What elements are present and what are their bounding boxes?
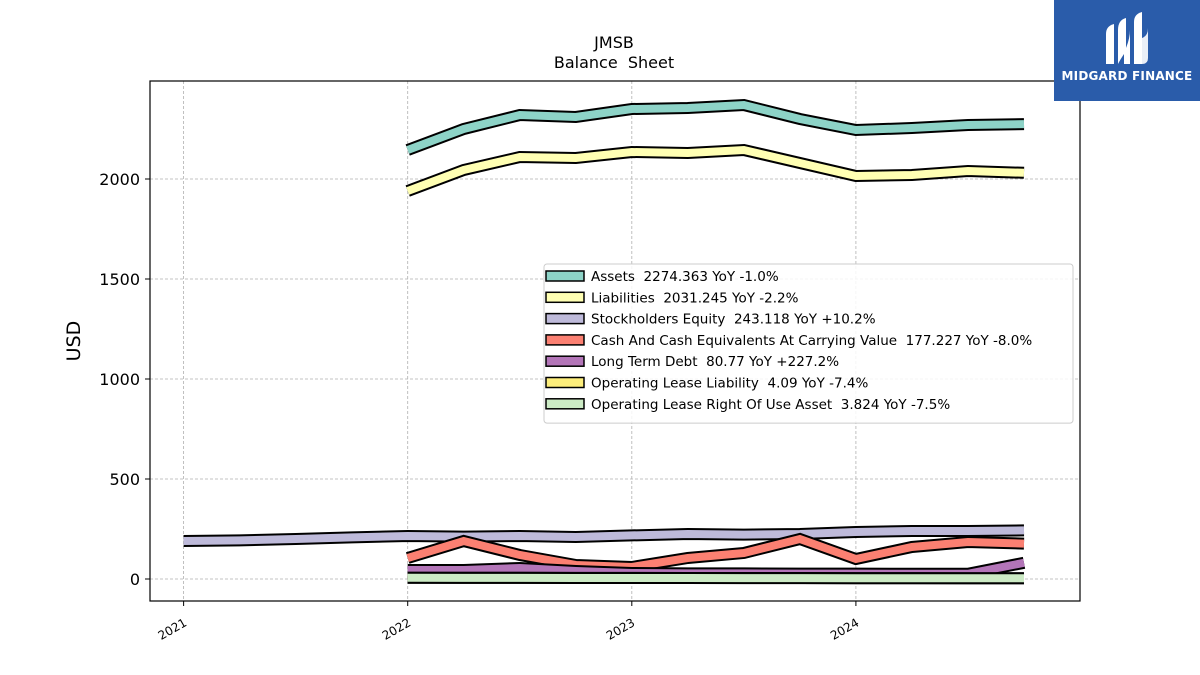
y-axis-label: USD: [63, 321, 85, 362]
legend-swatch: [545, 334, 585, 346]
plot-frame: [149, 80, 1081, 602]
legend-label: Assets 2274.363 YoY -1.0%: [591, 269, 779, 285]
series-line: [406, 145, 1025, 195]
y-tick-label: 1500: [99, 270, 140, 289]
legend-label: Operating Lease Liability 4.09 YoY -7.4%: [591, 376, 868, 392]
x-tick-label: 2021: [156, 615, 189, 642]
logo-name: MIDGARD FINANCE: [1061, 69, 1193, 83]
x-tick-label: 2022: [380, 615, 413, 642]
legend-label: Liabilities 2031.245 YoY -2.2%: [591, 290, 799, 306]
legend-swatch: [545, 312, 585, 325]
legend-item: Stockholders Equity 243.118 YoY +10.2%: [545, 312, 876, 328]
legend-swatch: [545, 398, 585, 410]
y-tick-label: 0: [130, 570, 140, 589]
legend-item: Long Term Debt 80.77 YoY +227.2%: [545, 354, 839, 370]
legend-label: Cash And Cash Equivalents At Carrying Va…: [591, 333, 1032, 349]
series-liabilities: [405, 143, 1025, 197]
series-line: [183, 526, 1025, 545]
legend-item: Liabilities 2031.245 YoY -2.2%: [545, 290, 799, 306]
legend-swatch: [545, 270, 585, 282]
y-tick-label: 1000: [99, 370, 140, 389]
legend-item: Assets 2274.363 YoY -1.0%: [545, 269, 779, 285]
legend-box: [543, 263, 1074, 424]
legend-item: Operating Lease Right Of Use Asset 3.824…: [545, 397, 950, 413]
legend-swatch: [545, 291, 585, 304]
legend-label: Operating Lease Right Of Use Asset 3.824…: [591, 397, 950, 413]
logo: MIDGARD FINANCE: [1054, 0, 1200, 101]
x-tick-label: 2023: [604, 615, 637, 642]
legend-label: Stockholders Equity 243.118 YoY +10.2%: [591, 312, 876, 328]
series-line: [406, 534, 1025, 572]
series-line: [406, 100, 1025, 154]
midgard-m-logo-icon: [1106, 12, 1148, 64]
series-cash-and-cash-equivalents-at-carrying-value: [405, 532, 1025, 574]
y-tick-label: 2000: [99, 170, 140, 189]
legend-swatch: [545, 355, 585, 367]
y-tick-label: 500: [109, 470, 140, 489]
x-tick-label: 2024: [828, 615, 861, 642]
series-assets: [405, 98, 1025, 156]
legend-item: Cash And Cash Equivalents At Carrying Va…: [545, 333, 1032, 349]
chart-title: JMSB: [593, 33, 634, 52]
legend-swatch: [545, 376, 585, 389]
legend-label: Long Term Debt 80.77 YoY +227.2%: [591, 354, 839, 370]
series-stockholders-equity: [183, 524, 1025, 547]
legend-item: Operating Lease Liability 4.09 YoY -7.4%: [545, 376, 868, 392]
chart-subtitle: Balance Sheet: [554, 53, 674, 72]
